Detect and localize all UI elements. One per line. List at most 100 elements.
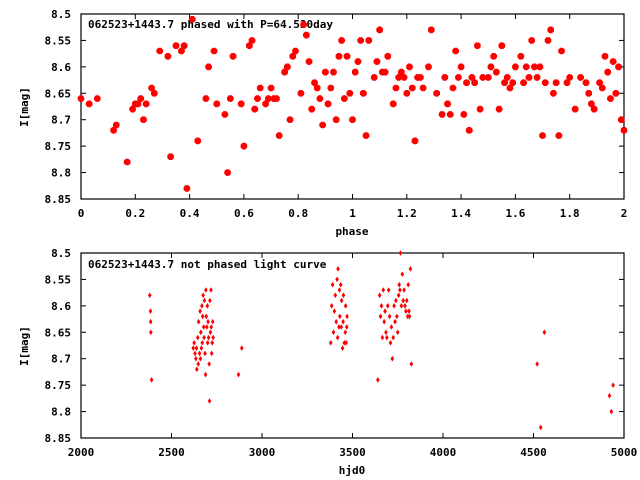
unphased-data-point — [542, 329, 547, 336]
phased-y-tick-label: 8.5 — [51, 8, 71, 21]
unphased-x-tick-label: 3500 — [339, 446, 366, 459]
unphased-plot-panel: 062523+1443.7 not phased light curve hjd… — [18, 247, 637, 477]
phased-data-point — [468, 74, 476, 81]
unphased-data-point — [538, 424, 543, 431]
phased-data-point — [620, 127, 628, 134]
unphased-data-point — [408, 266, 413, 272]
phased-data-point — [558, 47, 565, 55]
phased-x-tick-label: 0.2 — [125, 207, 145, 220]
phased-data-point — [493, 68, 500, 76]
phased-data-point — [528, 37, 535, 44]
phased-data-point — [183, 185, 191, 192]
phased-data-point — [77, 95, 85, 102]
phased-data-point — [400, 74, 408, 81]
unphased-data-point — [392, 303, 396, 309]
unphased-data-point — [236, 371, 241, 378]
phased-data-point — [262, 100, 269, 108]
unphased-data-point — [330, 281, 335, 288]
unphased-data-point — [379, 303, 384, 309]
unphased-data-point — [381, 287, 386, 293]
phased-data-point — [308, 105, 316, 113]
unphased-data-point — [328, 340, 333, 346]
phased-data-point — [533, 74, 541, 81]
unphased-data-point — [196, 318, 201, 325]
phased-x-tick-label: 0.8 — [288, 207, 308, 220]
phased-data-point — [457, 63, 465, 71]
phased-data-point — [444, 100, 451, 108]
unphased-data-point — [400, 271, 405, 277]
phased-data-point — [419, 84, 427, 92]
phased-data-point — [406, 63, 413, 71]
phased-data-point — [452, 47, 459, 55]
phased-data-point — [588, 100, 595, 108]
phased-data-point — [343, 53, 351, 60]
unphased-data-point — [383, 308, 387, 314]
phased-data-point — [140, 116, 147, 123]
phased-data-point — [612, 90, 620, 97]
unphased-data-point — [401, 297, 405, 304]
phased-data-point — [167, 153, 174, 160]
unphased-data-point — [406, 281, 411, 288]
unphased-data-point — [239, 345, 244, 351]
phased-data-point — [376, 26, 383, 34]
phased-data-point — [544, 37, 552, 44]
phased-data-point — [284, 63, 291, 71]
phased-data-point — [609, 58, 617, 65]
phased-y-tick-label: 8.85 — [45, 193, 72, 206]
phased-data-point — [547, 26, 554, 34]
phased-data-point — [205, 63, 212, 71]
phased-x-tick-label: 1.4 — [451, 207, 471, 220]
unphased-data-point — [204, 324, 209, 330]
phased-data-point — [449, 84, 457, 92]
phased-data-point — [618, 116, 625, 123]
phased-data-point — [566, 74, 573, 81]
unphased-data-point — [199, 329, 203, 336]
unphased-x-axis-label: hjd0 — [339, 464, 366, 477]
phased-data-point — [210, 47, 218, 55]
unphased-data-point — [382, 318, 386, 325]
unphased-data-point — [335, 276, 339, 283]
unphased-data-point — [338, 281, 343, 288]
unphased-data-point — [200, 340, 205, 346]
unphased-y-tick-label: 8.55 — [45, 273, 72, 286]
unphased-data-point — [205, 303, 210, 309]
phased-data-point — [229, 53, 237, 60]
phased-data-point — [172, 42, 180, 49]
phased-data-point — [487, 63, 495, 71]
unphased-data-point — [209, 324, 214, 330]
unphased-data-point — [209, 287, 213, 293]
phased-y-axis-label: I[mag] — [18, 87, 31, 127]
unphased-data-point — [210, 318, 215, 325]
unphased-data-point — [344, 340, 348, 346]
unphased-data-point — [341, 318, 345, 325]
phased-data-point — [403, 90, 411, 97]
phased-data-point — [202, 95, 210, 102]
unphased-data-point — [611, 382, 615, 388]
phased-data-point — [384, 53, 392, 60]
unphased-data-point — [209, 350, 214, 357]
phased-data-point — [346, 90, 354, 97]
phased-data-point — [123, 158, 131, 166]
phased-data-point — [151, 90, 158, 97]
unphased-data-point — [394, 297, 398, 304]
phased-data-point — [615, 63, 622, 71]
phased-data-point — [541, 79, 549, 86]
phased-x-tick-label: 1.6 — [505, 207, 525, 220]
phased-data-point — [289, 53, 297, 60]
phased-data-point — [180, 42, 188, 49]
phased-x-tick-label: 0.6 — [234, 207, 254, 220]
phased-data-point — [411, 137, 419, 145]
phased-data-point — [303, 31, 310, 39]
phased-data-point — [512, 63, 519, 71]
phased-data-point — [248, 37, 256, 44]
phased-data-point — [221, 111, 229, 118]
phased-data-point — [577, 74, 584, 81]
phased-y-tick-label: 8.7 — [51, 114, 71, 127]
phased-data-point — [509, 79, 516, 86]
unphased-data-point — [206, 318, 210, 325]
phased-data-point — [341, 95, 348, 102]
phased-data-point — [604, 68, 611, 76]
phased-data-point — [251, 105, 259, 113]
phased-x-tick-label: 1.8 — [560, 207, 580, 220]
